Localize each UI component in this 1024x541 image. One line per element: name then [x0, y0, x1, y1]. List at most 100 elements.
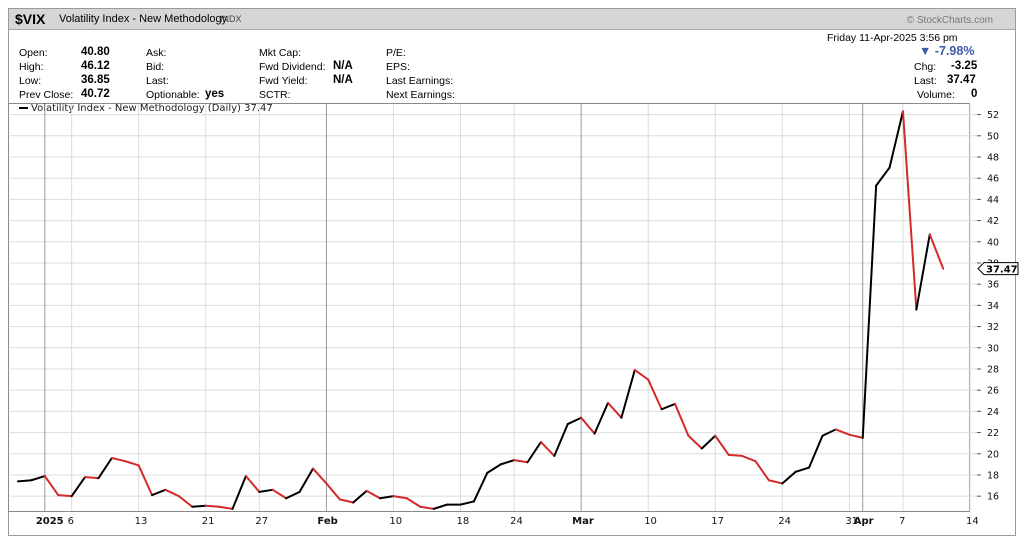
last-price-value: 37.47 [947, 74, 976, 86]
x-tick-label: 14 [966, 516, 979, 527]
high-label: High: [19, 61, 44, 73]
down-segment [419, 505, 435, 510]
up-segment [861, 184, 878, 439]
y-tick-label: 34 [987, 301, 999, 312]
x-tick-label: 10 [389, 516, 402, 527]
down-segment [365, 489, 382, 500]
chart-legend: Volatility Index - New Methodology (Dail… [19, 103, 273, 114]
down-segment [204, 504, 221, 508]
up-segment [526, 441, 542, 464]
down-segment [741, 454, 757, 463]
down-segment [754, 460, 770, 482]
bid-label: Bid: [146, 61, 165, 73]
last-earnings-label: Last Earnings: [386, 75, 454, 87]
y-tick-label: 40 [987, 237, 999, 248]
y-tick-label: 24 [987, 407, 999, 418]
x-tick-label: Apr [854, 516, 874, 527]
grid-lines [10, 104, 977, 511]
volume-label: Volume: [917, 89, 955, 101]
down-segment [57, 494, 73, 498]
high-value: 46.12 [81, 60, 110, 72]
last-value-marker: 37.47 [977, 262, 1019, 276]
up-segment [352, 489, 368, 504]
down-segment [714, 434, 730, 456]
x-tick-label: 24 [778, 516, 791, 527]
up-segment [231, 475, 247, 510]
y-tick-label: 42 [987, 216, 999, 227]
x-tick-label: 31 [845, 516, 858, 527]
up-segment [97, 457, 113, 480]
x-tick-label: Feb [317, 516, 337, 527]
y-tick-label: 36 [987, 280, 999, 291]
symbol-title: $VIX [15, 11, 46, 27]
x-tick-label: Mar [572, 516, 594, 527]
x-tick-label: 18 [456, 516, 469, 527]
down-segment [606, 401, 623, 419]
up-segment [808, 434, 824, 469]
x-tick-label: 13 [135, 516, 148, 527]
y-tick-label: 44 [987, 195, 999, 206]
y-tick-label: 50 [987, 131, 999, 142]
y-tick-label: 30 [987, 343, 999, 354]
prev-close-value: 40.72 [81, 88, 110, 100]
sctr-label: SCTR: [259, 89, 291, 101]
change-percent: ▼ -7.98% [919, 44, 975, 58]
x-tick-label: 17 [711, 516, 724, 527]
down-segment [767, 479, 784, 485]
change-value: -3.25 [951, 60, 978, 72]
up-segment [432, 503, 449, 510]
down-segment [647, 378, 663, 411]
up-segment [553, 423, 569, 457]
next-earnings-label: Next Earnings: [386, 89, 455, 101]
up-segment [486, 463, 502, 474]
x-tick-label: 7 [899, 516, 905, 527]
down-segment [271, 488, 288, 500]
up-segment [459, 500, 475, 506]
down-segment [325, 482, 341, 501]
last-value-tag [977, 262, 1019, 276]
up-segment [915, 233, 931, 311]
down-segment [405, 497, 422, 508]
up-segment [620, 369, 636, 419]
down-segment [834, 428, 851, 436]
plot-area[interactable] [8, 103, 970, 512]
down-segment [43, 475, 60, 497]
x-tick-label: 10 [644, 516, 657, 527]
down-segment [513, 459, 529, 464]
down-segment [164, 488, 180, 498]
y-tick-label: 32 [987, 322, 999, 333]
volume-value: 0 [971, 88, 978, 100]
up-segment [781, 470, 797, 485]
open-value: 40.80 [81, 46, 110, 58]
down-segment [928, 233, 945, 270]
pe-label: P/E: [386, 47, 406, 59]
y-tick-label: 16 [987, 492, 999, 503]
y-tick-label: 46 [987, 174, 999, 185]
down-segment [727, 453, 744, 457]
price-series [17, 110, 945, 510]
last-price-label: Last: [914, 75, 937, 87]
down-segment [539, 441, 556, 457]
x-tick-label: 21 [202, 516, 215, 527]
y-tick-label: 28 [987, 364, 999, 375]
down-segment [392, 495, 408, 500]
down-segment [687, 434, 703, 450]
last-label: Last: [146, 75, 169, 87]
up-segment [875, 166, 891, 187]
x-tick-label: 6 [68, 516, 74, 527]
up-segment [30, 475, 46, 482]
down-segment [633, 369, 650, 381]
up-segment [258, 488, 274, 493]
x-tick-label: 27 [255, 516, 268, 527]
last-value-label: 37.47 [986, 265, 1018, 276]
down-segment [137, 464, 154, 497]
down-segment [110, 457, 127, 463]
y-tick-label: 20 [987, 449, 999, 460]
up-segment [70, 476, 87, 498]
y-tick-label: 22 [987, 428, 999, 439]
up-segment [593, 401, 609, 435]
title-bar: $VIX Volatility Index - New Methodology … [9, 9, 1015, 30]
quote-datetime: Friday 11-Apr-2025 3:56 pm [827, 32, 958, 44]
